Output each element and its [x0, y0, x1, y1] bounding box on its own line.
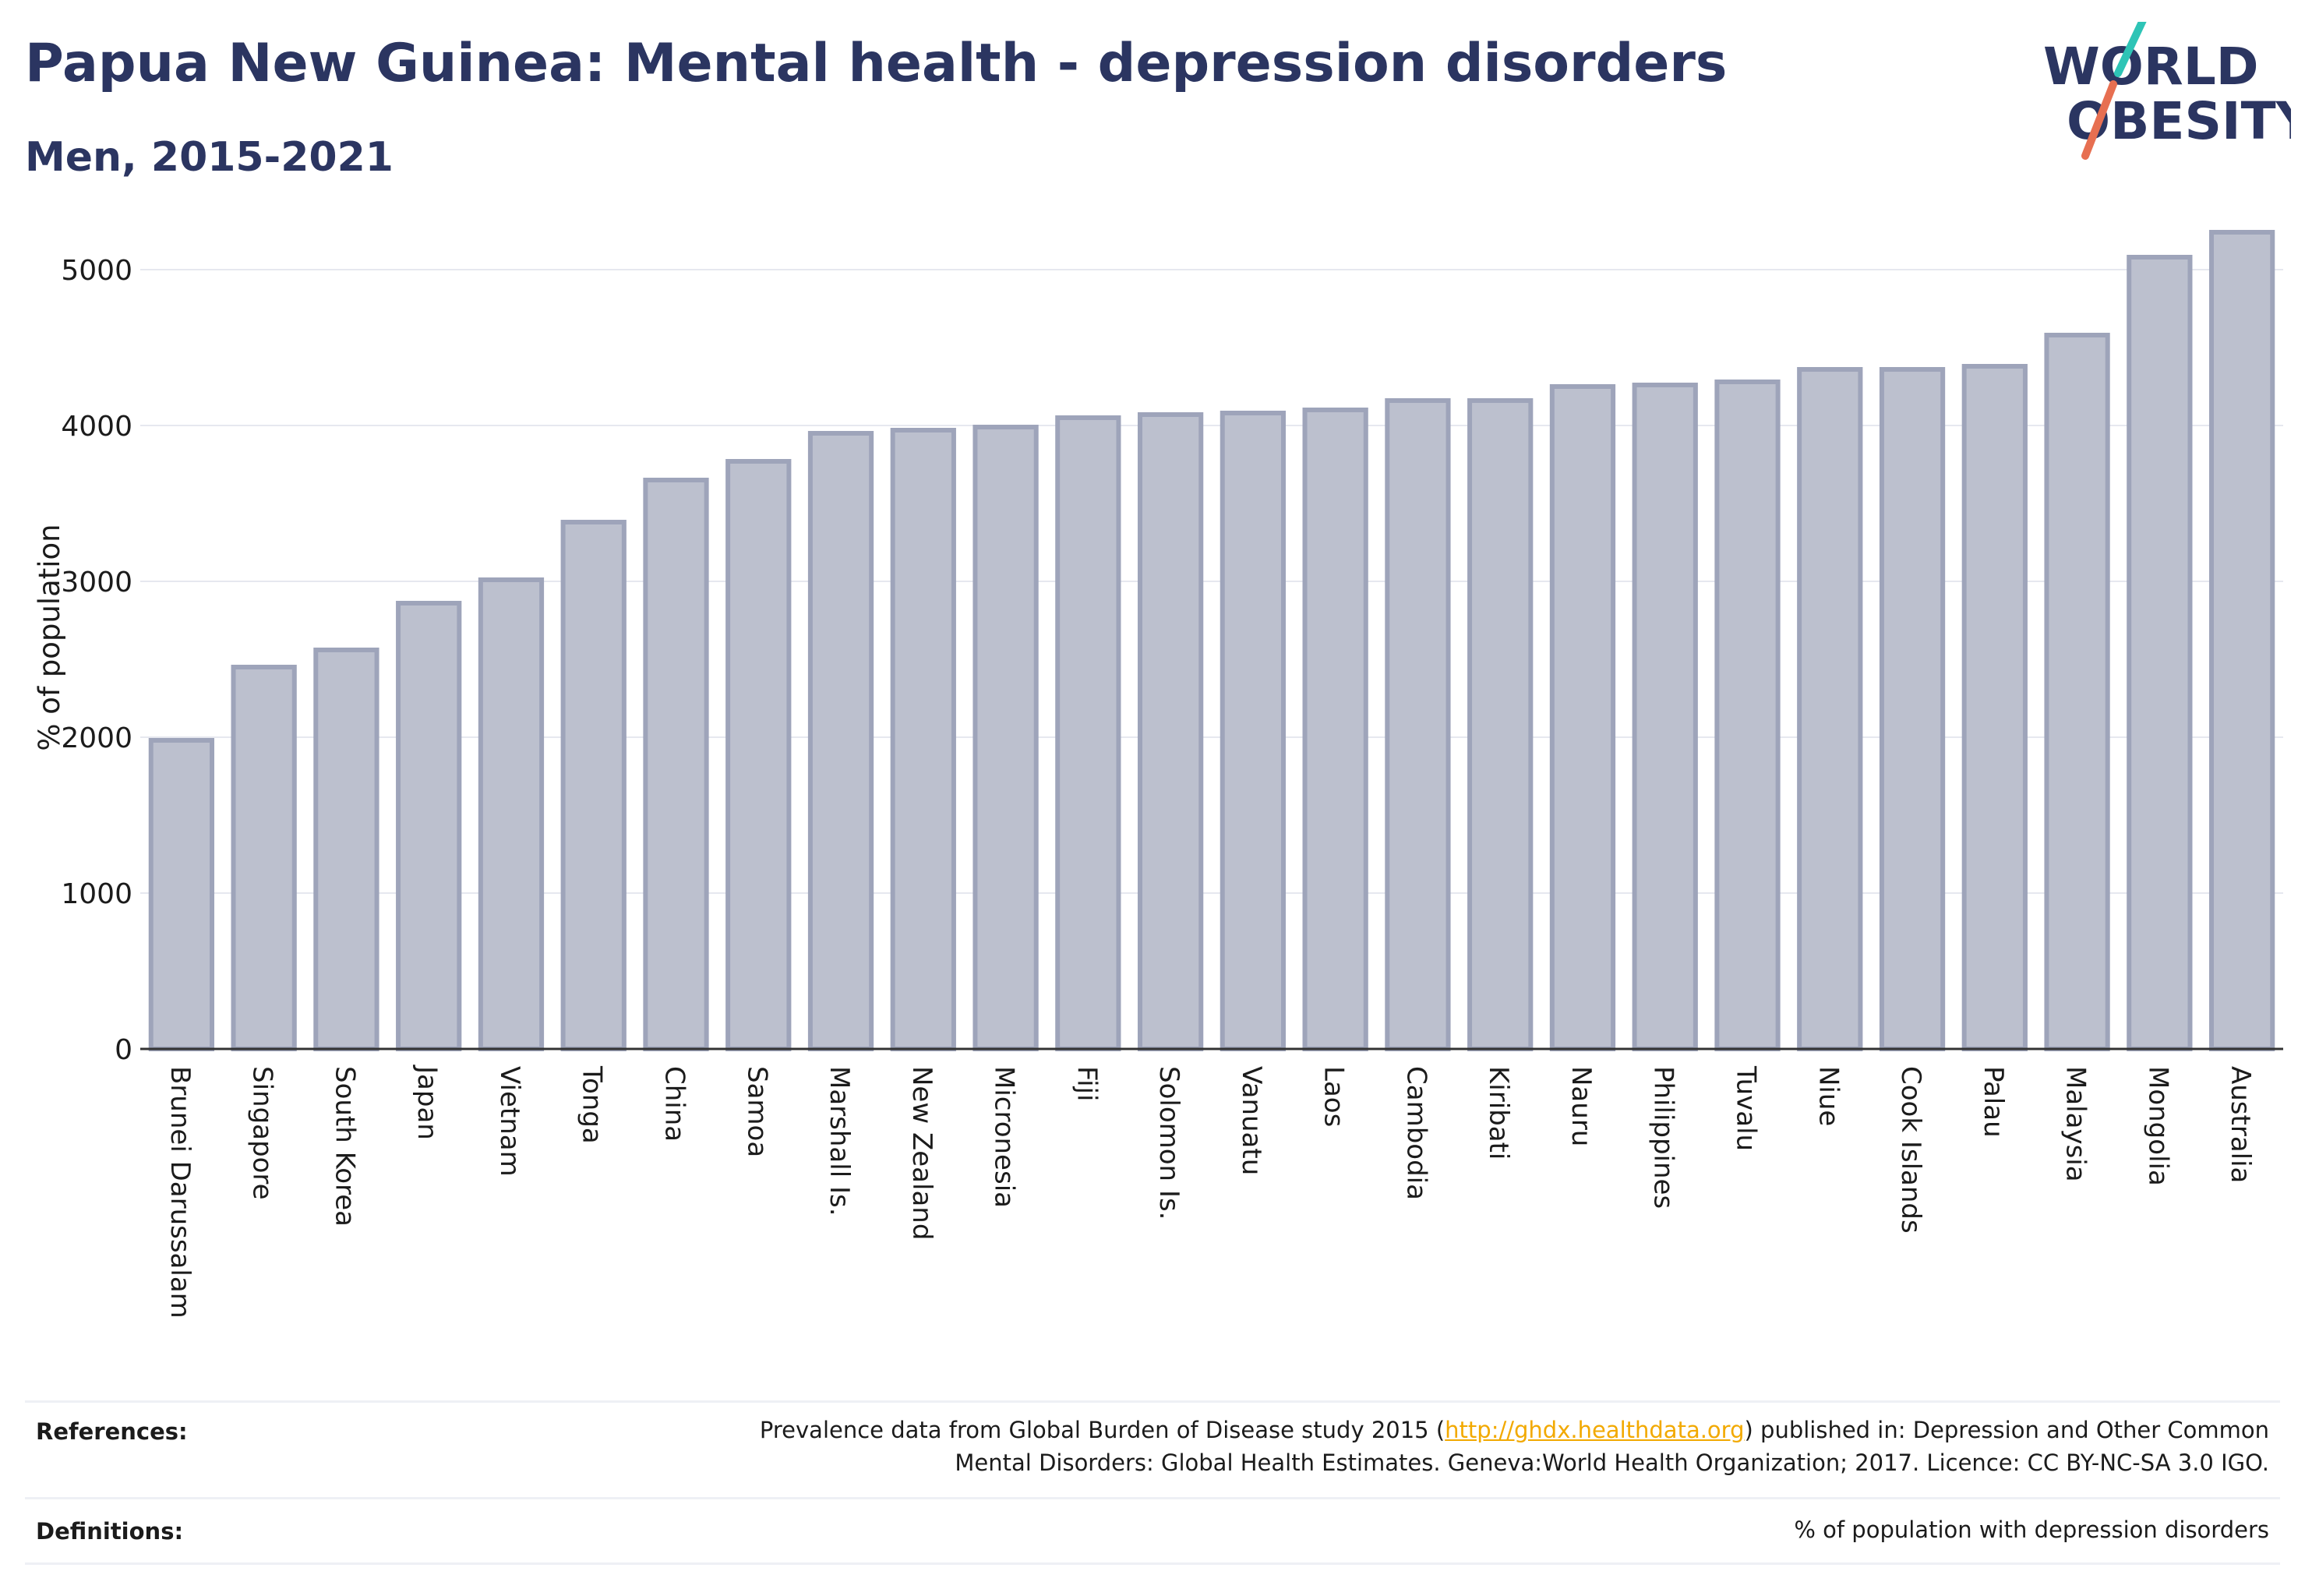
- x-tick-label: Vanuatu: [1236, 1066, 1267, 1175]
- x-tick-label: Cambodia: [1400, 1066, 1431, 1200]
- x-tick-label: Brunei Darussalam: [164, 1066, 196, 1319]
- definitions-text: % of population with depression disorder…: [1794, 1517, 2269, 1543]
- bar: [972, 425, 1039, 1051]
- bar: [1797, 367, 1863, 1051]
- bar-chart: 0 1000 2000 3000 4000 5000 Brunei Darussalam S…: [33, 230, 2283, 1319]
- references-link[interactable]: http://ghdx.healthdata.org: [1445, 1417, 1745, 1443]
- bar: [643, 478, 709, 1051]
- bar: [1385, 398, 1451, 1051]
- x-tick-label: Laos: [1318, 1066, 1350, 1127]
- bar: [1055, 415, 1121, 1051]
- bar: [2044, 333, 2110, 1051]
- x-tick-label: South Korea: [329, 1066, 360, 1227]
- page-title: Papua New Guinea: Mental health - depres…: [25, 33, 1728, 94]
- definitions-label: Definitions:: [36, 1518, 184, 1545]
- bar: [560, 520, 627, 1051]
- bar: [1632, 383, 1698, 1051]
- bar: [2127, 255, 2193, 1051]
- x-tick-label: Palau: [1978, 1066, 2009, 1138]
- x-tick-label: Australia: [2225, 1066, 2256, 1183]
- bar: [313, 648, 379, 1051]
- logo-slash-teal: [2114, 22, 2147, 77]
- references-text-line2: Mental Disorders: Global Health Estimate…: [955, 1449, 2269, 1476]
- x-tick-label: China: [659, 1066, 690, 1142]
- references-text-part2: ) published in: Depression and Other Com…: [1744, 1417, 2270, 1443]
- x-tick-label: Marshall Is.: [824, 1066, 855, 1216]
- bar: [1467, 398, 1534, 1051]
- bar: [231, 665, 297, 1051]
- x-tick-label: Singapore: [247, 1066, 278, 1200]
- y-axis-label: % of population: [33, 524, 66, 750]
- bar: [890, 428, 956, 1051]
- x-tick-label: Fiji: [1071, 1066, 1102, 1101]
- logo-slash-coral: [2081, 80, 2117, 160]
- footer-rule-middle: [25, 1497, 2280, 1499]
- x-tick-label: Tuvalu: [1731, 1065, 1762, 1151]
- references-text-part1: Prevalence data from Global Burden of Di…: [759, 1417, 1445, 1443]
- references-text: Prevalence data from Global Burden of Di…: [760, 1414, 2269, 1479]
- x-tick-label: Micronesia: [989, 1066, 1020, 1208]
- x-tick-label: Kiribati: [1483, 1066, 1514, 1160]
- bar: [148, 738, 215, 1051]
- references-label: References:: [36, 1418, 188, 1445]
- x-tick-label: New Zealand: [906, 1066, 937, 1240]
- x-tick-label: Niue: [1813, 1066, 1844, 1126]
- bar: [725, 459, 792, 1051]
- bar: [1961, 364, 2028, 1051]
- x-tick-label: Japan: [411, 1065, 443, 1140]
- bar: [1714, 380, 1781, 1051]
- x-tick-label: Samoa: [741, 1066, 772, 1157]
- definitions-section: Definitions: % of population with depres…: [25, 1513, 2280, 1552]
- bar: [2208, 230, 2275, 1051]
- logo-text-world: WORLD: [2043, 37, 2259, 97]
- bar: [1549, 384, 1616, 1051]
- x-tick-label: Solomon Is.: [1153, 1066, 1184, 1220]
- y-tick-label: 4000: [61, 411, 132, 443]
- x-tick-label: Vietnam: [494, 1066, 525, 1177]
- bar: [1879, 367, 1946, 1051]
- bar: [396, 601, 462, 1051]
- y-tick-label: 3000: [61, 567, 132, 598]
- bar: [807, 431, 874, 1051]
- references-section: References: Prevalence data from Global …: [25, 1414, 2280, 1484]
- footer-rule-top: [25, 1400, 2280, 1403]
- page-subtitle: Men, 2015-2021: [25, 134, 394, 181]
- bar: [1137, 412, 1204, 1051]
- x-tick-label: Cook Islands: [1895, 1066, 1926, 1234]
- x-tick-label: Mongolia: [2142, 1066, 2173, 1186]
- bar: [1302, 408, 1368, 1051]
- y-tick-label: 5000: [61, 255, 132, 287]
- footer-rule-bottom: [25, 1562, 2280, 1565]
- gridlines: [140, 269, 2283, 894]
- bar: [478, 577, 545, 1051]
- y-tick-label: 1000: [61, 878, 132, 910]
- x-tick-label: Tonga: [577, 1065, 608, 1144]
- x-tick-labels: Brunei Darussalam Singapore South Korea Jap…: [164, 1065, 2256, 1319]
- bar: [1220, 411, 1287, 1051]
- y-tick-label: 0: [115, 1034, 132, 1066]
- x-tick-label: Malaysia: [2060, 1066, 2091, 1182]
- world-obesity-logo: WORLD OBESITY: [2043, 22, 2291, 160]
- bars: [148, 230, 2275, 1051]
- x-tick-label: Philippines: [1648, 1066, 1679, 1209]
- y-tick-label: 2000: [61, 722, 132, 754]
- x-tick-label: Nauru: [1565, 1066, 1597, 1146]
- y-tick-labels: 0 1000 2000 3000 4000 5000: [61, 255, 132, 1066]
